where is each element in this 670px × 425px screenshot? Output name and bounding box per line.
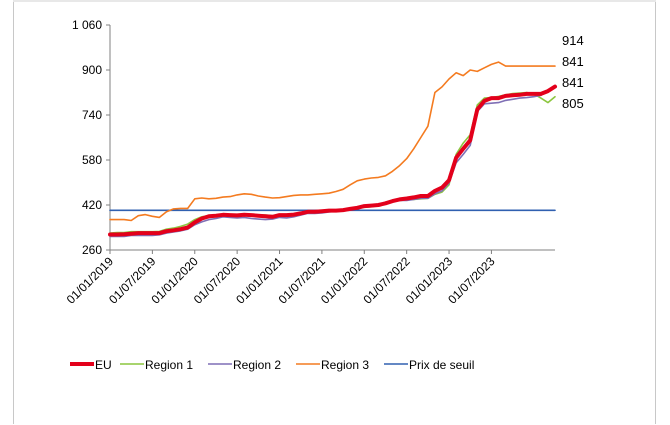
y-tick-label: 260: [82, 243, 102, 257]
series-line-eu: [108, 84, 557, 237]
y-axis: 260 420 580 740 900 1 060: [72, 18, 111, 257]
series-lines: [108, 61, 557, 238]
x-axis: 01/01/201901/07/201901/01/202001/07/2020…: [64, 249, 555, 307]
legend: EU Region 1 Region 2 Region 3 Prix de seuil: [70, 358, 474, 372]
y-tick-label: 580: [82, 153, 102, 167]
chart-frame: [13, 0, 656, 424]
x-tick-label: 01/07/2023: [445, 254, 498, 307]
end-value-label: 841: [562, 54, 584, 69]
y-tick-label: 900: [82, 63, 102, 77]
end-value-label: 805: [562, 96, 584, 111]
legend-label: EU: [95, 358, 112, 372]
legend-label: Region 1: [145, 358, 193, 372]
series-line-region-2: [109, 85, 556, 238]
y-tick-label: 420: [82, 198, 102, 212]
legend-label: Region 2: [233, 358, 281, 372]
legend-label: Prix de seuil: [409, 358, 474, 372]
y-tick-label: 1 060: [72, 18, 102, 32]
y-tick-label: 740: [82, 108, 102, 122]
end-value-labels: 914 841 841 805: [562, 33, 584, 111]
end-value-label: 841: [562, 75, 584, 90]
frame-top-edge: [13, 0, 656, 2]
legend-label: Region 3: [321, 358, 369, 372]
end-value-label: 914: [562, 33, 584, 48]
series-line-region-3: [109, 61, 556, 222]
